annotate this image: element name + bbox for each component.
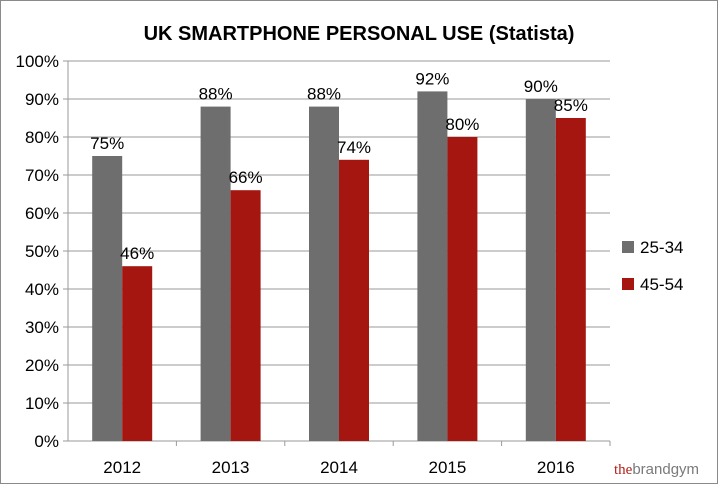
bar-25-34-2013 <box>200 106 231 441</box>
legend-label: 45-54 <box>640 275 683 294</box>
data-labels: 75% 46% 88% 66% 88% 74% 92% 80% 90%85% <box>90 69 588 263</box>
data-label: 85% <box>554 96 588 115</box>
bar-25-34-2015 <box>417 91 448 442</box>
legend-swatch <box>622 278 634 290</box>
watermark-prefix: the <box>614 462 633 478</box>
data-label: 66% <box>229 168 263 187</box>
y-tick-label: 100% <box>16 52 59 71</box>
y-tick-label: 20% <box>25 356 59 375</box>
legend: 25-34 45-54 <box>622 238 683 294</box>
data-label: 92% <box>415 69 449 88</box>
legend-label: 25-34 <box>640 238 683 257</box>
x-category-label: 2014 <box>320 458 358 477</box>
y-axis-ticks: 0% 10% 20% 30% 40% 50% 60% 70% 80% 90% 100% <box>16 52 59 451</box>
y-tick-label: 60% <box>25 204 59 223</box>
data-label: 75% <box>90 134 124 153</box>
bar-45-54-2012 <box>122 266 153 441</box>
y-tick-label: 0% <box>34 432 59 451</box>
bar-25-34-2012 <box>92 156 123 441</box>
watermark-brand: brandgym <box>632 461 699 478</box>
y-tick-label: 10% <box>25 394 59 413</box>
data-label: 74% <box>337 138 371 157</box>
bar-45-54-2016 <box>555 118 586 441</box>
x-category-label: 2012 <box>103 458 141 477</box>
legend-swatch <box>622 241 634 253</box>
data-label: 90% <box>524 77 558 96</box>
data-label: 88% <box>307 85 341 104</box>
y-tick-label: 90% <box>25 90 59 109</box>
bar-45-54-2014 <box>339 159 369 442</box>
data-label: 46% <box>120 244 154 263</box>
y-tick-label: 50% <box>25 242 59 261</box>
bar-25-34-2016 <box>525 99 556 441</box>
x-axis-categories: 2012 2013 2014 2015 2016 <box>103 458 574 477</box>
y-tick-label: 40% <box>25 280 59 299</box>
x-category-label: 2013 <box>212 458 250 477</box>
data-label: 88% <box>199 85 233 104</box>
bar-25-34-2014 <box>309 106 339 441</box>
y-tick-label: 80% <box>25 128 59 147</box>
chart-title: UK SMARTPHONE PERSONAL USE (Statista) <box>144 23 575 45</box>
y-tick-label: 30% <box>25 318 59 337</box>
x-category-label: 2016 <box>537 458 575 477</box>
x-category-label: 2015 <box>428 458 466 477</box>
data-label: 80% <box>445 115 479 134</box>
bars <box>92 91 586 442</box>
bar-45-54-2013 <box>230 190 261 441</box>
bar-45-54-2015 <box>447 137 478 441</box>
brand-watermark: thebrandgym <box>614 461 699 478</box>
y-tick-label: 70% <box>25 166 59 185</box>
